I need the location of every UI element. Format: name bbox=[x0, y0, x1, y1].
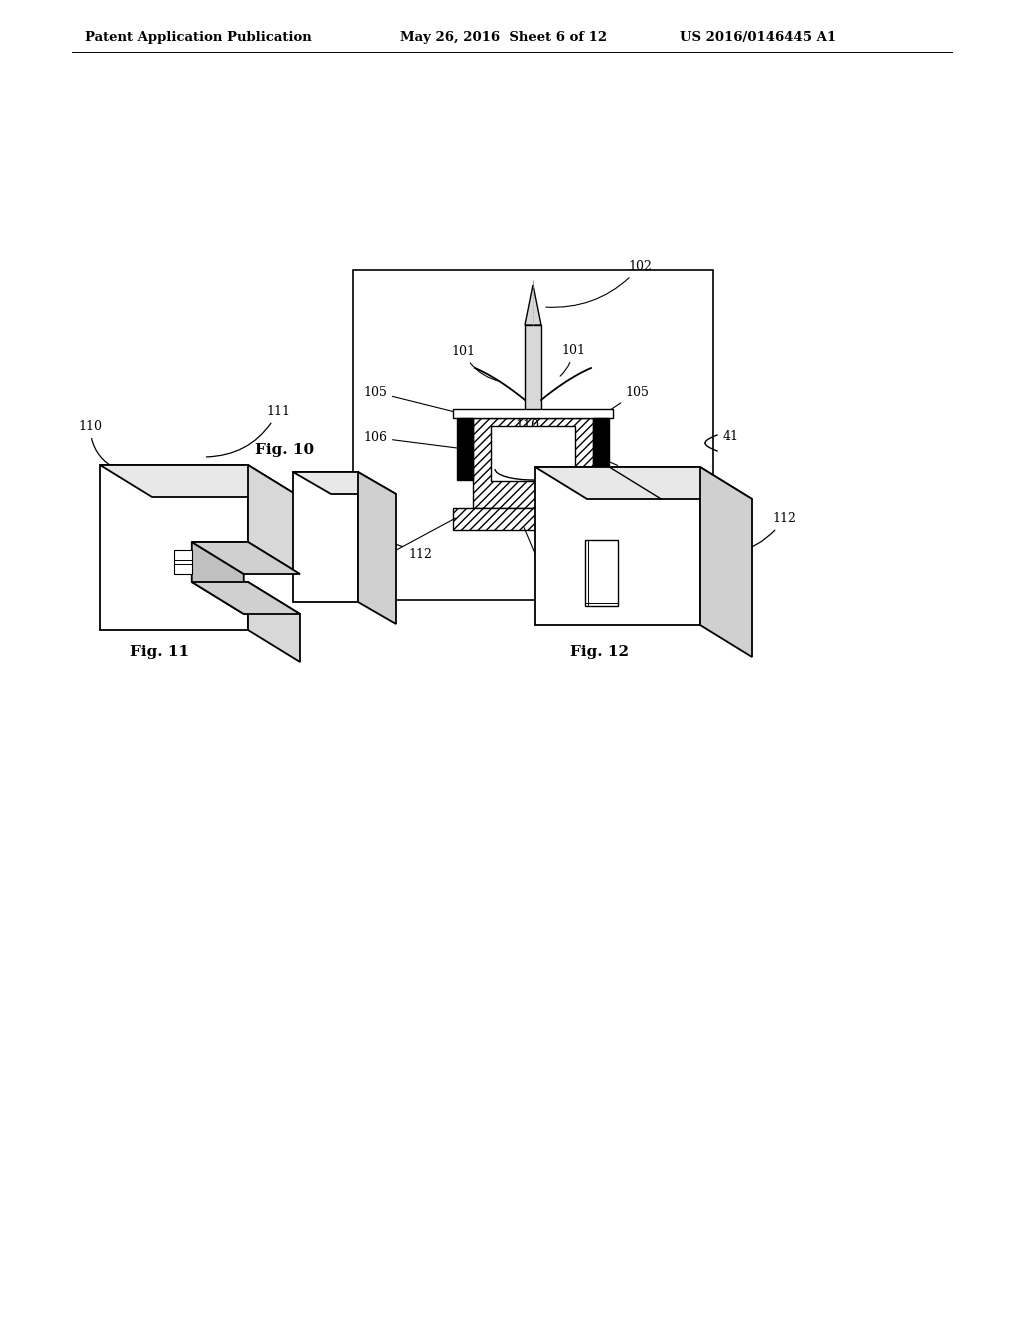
Text: Fig. 11: Fig. 11 bbox=[130, 645, 189, 659]
Polygon shape bbox=[100, 465, 300, 498]
Polygon shape bbox=[358, 473, 396, 624]
Polygon shape bbox=[248, 465, 300, 574]
Bar bbox=[593, 418, 609, 480]
Text: 112: 112 bbox=[355, 541, 432, 561]
Text: 112: 112 bbox=[734, 512, 796, 553]
Polygon shape bbox=[174, 550, 191, 574]
Text: 106: 106 bbox=[603, 459, 647, 479]
Polygon shape bbox=[585, 540, 617, 606]
Text: 102: 102 bbox=[546, 260, 652, 308]
Text: 103: 103 bbox=[362, 519, 456, 568]
Polygon shape bbox=[191, 543, 300, 574]
Text: 110: 110 bbox=[515, 418, 553, 471]
Polygon shape bbox=[293, 473, 358, 602]
Text: 106: 106 bbox=[362, 432, 462, 449]
Text: 111: 111 bbox=[207, 405, 290, 457]
Text: 104: 104 bbox=[524, 528, 562, 595]
Polygon shape bbox=[293, 473, 396, 494]
Bar bbox=[457, 418, 473, 480]
Polygon shape bbox=[525, 285, 541, 325]
Bar bbox=[490, 426, 575, 480]
Polygon shape bbox=[191, 543, 244, 614]
Polygon shape bbox=[700, 467, 752, 657]
Text: 101: 101 bbox=[560, 345, 585, 376]
Bar bbox=[453, 409, 613, 418]
Text: Fig. 10: Fig. 10 bbox=[255, 444, 314, 457]
Polygon shape bbox=[191, 582, 300, 614]
Text: 41: 41 bbox=[723, 430, 739, 444]
Text: Patent Application Publication: Patent Application Publication bbox=[85, 32, 311, 45]
Text: 105: 105 bbox=[607, 385, 649, 412]
Text: US 2016/0146445 A1: US 2016/0146445 A1 bbox=[680, 32, 837, 45]
Bar bbox=[453, 508, 613, 531]
Polygon shape bbox=[248, 582, 300, 663]
Text: 105: 105 bbox=[362, 385, 459, 413]
Text: 101: 101 bbox=[451, 345, 501, 381]
Text: Fig. 12: Fig. 12 bbox=[570, 645, 629, 659]
Polygon shape bbox=[535, 467, 700, 624]
Bar bbox=[353, 271, 713, 601]
Polygon shape bbox=[100, 465, 248, 630]
Polygon shape bbox=[535, 467, 752, 499]
Bar bbox=[525, 325, 541, 414]
Text: 110: 110 bbox=[78, 420, 116, 469]
Text: May 26, 2016  Sheet 6 of 12: May 26, 2016 Sheet 6 of 12 bbox=[400, 32, 607, 45]
Bar bbox=[473, 418, 593, 508]
